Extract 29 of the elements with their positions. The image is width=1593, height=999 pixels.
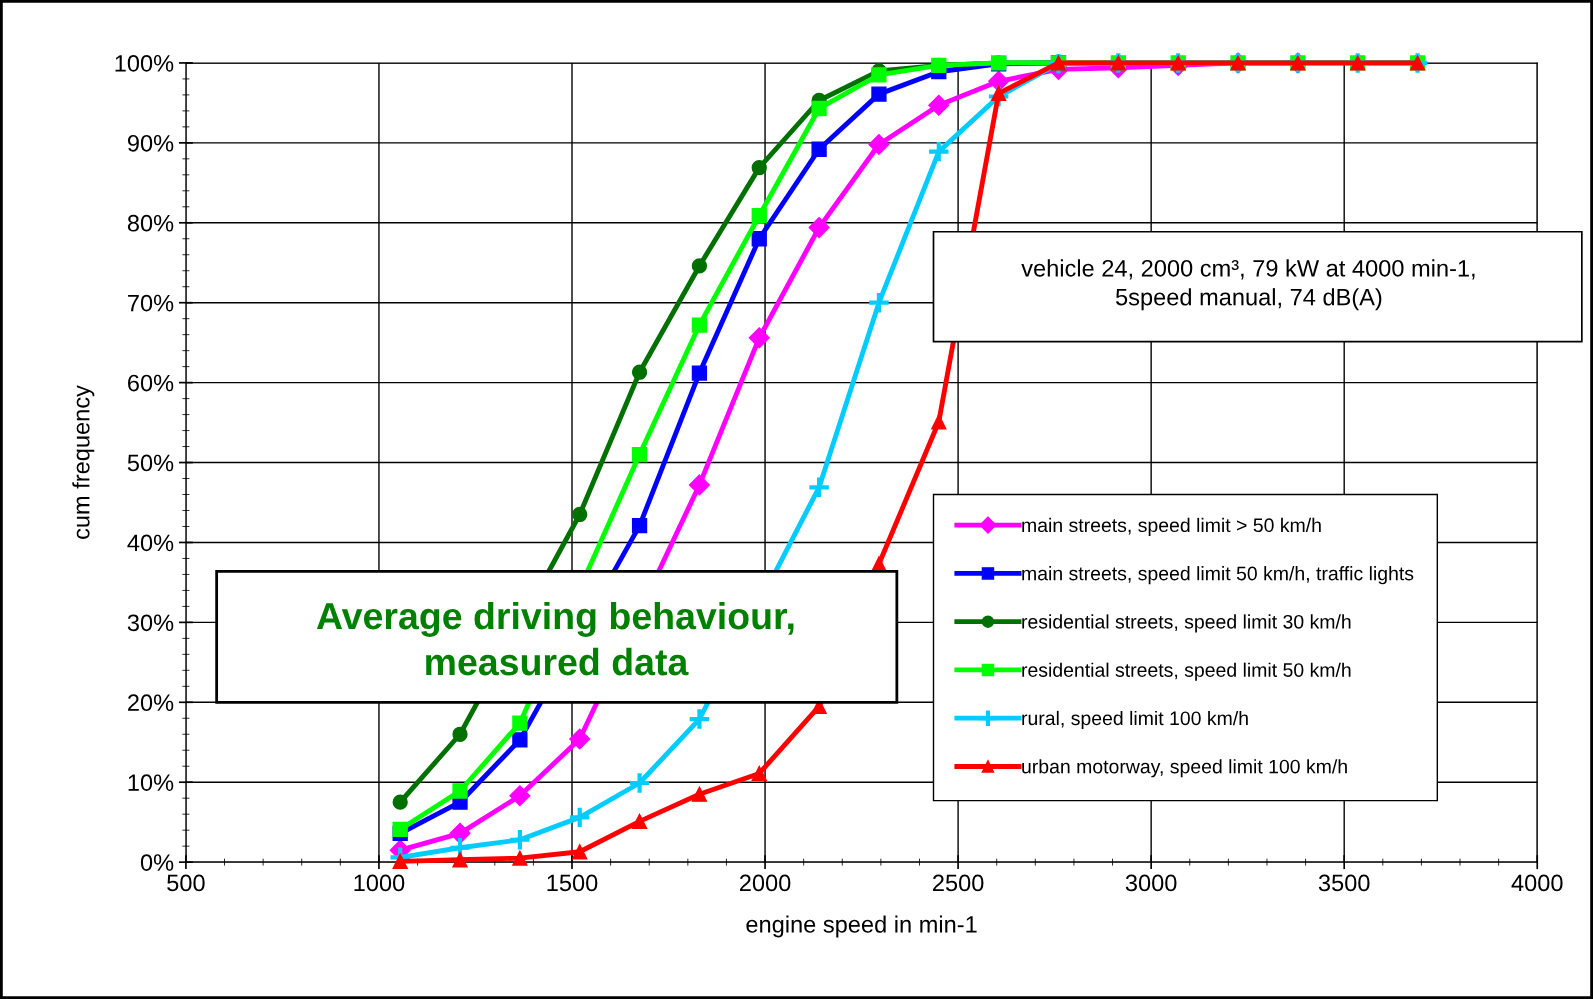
x-tick-label: 3500 <box>1318 874 1370 892</box>
y-tick-label: 50% <box>127 454 174 472</box>
annotation: Average driving behaviour, measured data <box>316 601 794 676</box>
legend-label: residential streets, speed limit 30 km/h <box>1022 614 1351 633</box>
legend-label: rural, speed limit 100 km/h <box>1022 710 1248 730</box>
y-tick-label: 0% <box>140 854 174 871</box>
y-tick-label: 30% <box>127 614 174 632</box>
y-axis-title: cum frequency <box>72 385 95 539</box>
annotation: vehicle 24, 2000 cm³, 79 kW at 4000 min-1, 5speed manual, 74 dB(A) <box>1021 259 1475 311</box>
y-tick-label: 100% <box>115 55 174 72</box>
x-tick-label: 4000 <box>1511 874 1563 892</box>
y-tick-label: 70% <box>128 294 174 312</box>
legend-label: main streets, speed limit 50 km/h, traffic lights <box>1022 566 1414 585</box>
x-axis-title: engine speed in min-1 <box>746 915 977 938</box>
x-tick-label: 1000 <box>354 874 405 892</box>
y-tick-label: 10% <box>128 774 174 791</box>
x-tick-label: 3000 <box>1125 874 1177 892</box>
x-tick-label: 2000 <box>739 874 791 892</box>
x-tick-label: 500 <box>167 874 205 892</box>
legend-label: residential streets, speed limit 50 km/h <box>1022 662 1351 681</box>
legend-label: main streets, speed limit > 50 km/h <box>1022 517 1321 536</box>
legend-label: urban motorway, speed limit 100 km/h <box>1022 759 1347 778</box>
y-tick-label: 90% <box>127 134 174 152</box>
x-tick-label: 1500 <box>547 874 598 892</box>
y-tick-label: 40% <box>127 534 174 552</box>
x-tick-label: 2500 <box>933 874 984 892</box>
y-tick-label: 60% <box>128 374 174 392</box>
y-tick-label: 80% <box>127 214 174 232</box>
y-tick-label: 20% <box>128 694 174 712</box>
